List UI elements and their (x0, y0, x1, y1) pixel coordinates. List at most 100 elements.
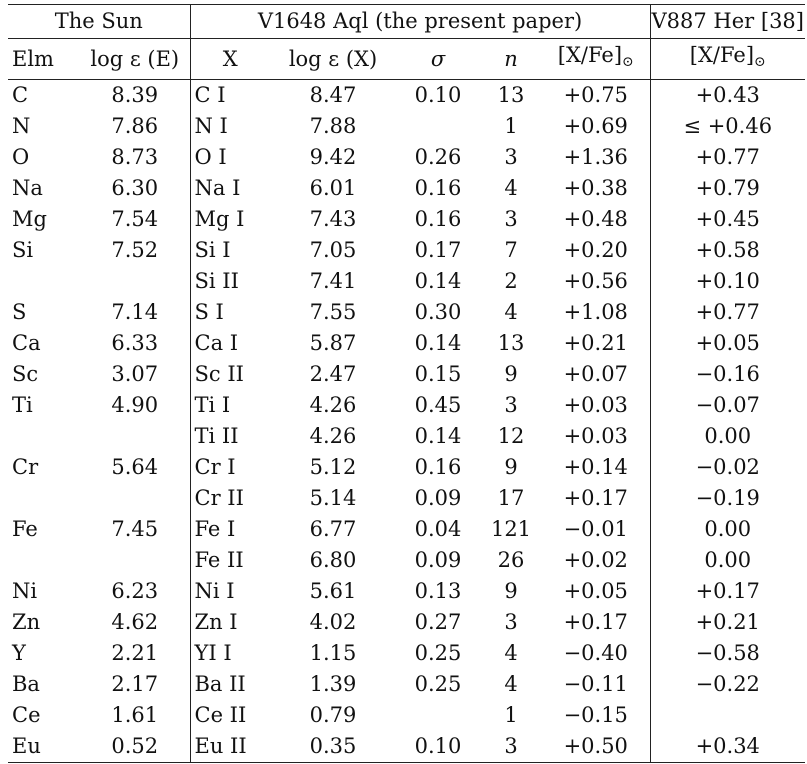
cell-xfe: −0.01 (542, 514, 651, 545)
cell-xfe: +0.07 (542, 359, 651, 390)
cell-xfe-her: 0.00 (704, 424, 752, 448)
col-header-log-e: log ε (E) (80, 38, 191, 80)
cell-species: Sc II (194, 362, 244, 386)
cell-log-e: 8.39 (80, 79, 191, 111)
cell-xfe-her: 0.00 (704, 548, 752, 572)
cell-species: Ni I (194, 579, 235, 603)
cell-sigma: 0.16 (414, 176, 462, 200)
cell-species: Ti II (194, 424, 239, 448)
cell-xfe: +0.02 (542, 545, 651, 576)
table-row: Cr 5.64 Cr I 5.12 0.16 9 +0.14 −0.02 (8, 452, 805, 483)
cell-xfe: +0.20 (542, 235, 651, 266)
cell-n: 26 (497, 548, 525, 572)
cell-elm: Eu (8, 731, 80, 763)
cell-n: 4 (504, 176, 518, 200)
cell-sigma: 0.14 (414, 269, 462, 293)
cell-xfe-her: +0.17 (695, 579, 760, 603)
cell-xfe-her: +0.21 (695, 610, 760, 634)
cell-log-e: 7.52 (80, 235, 191, 266)
cell-n: 121 (490, 517, 532, 541)
cell-xfe-her (650, 700, 805, 731)
cell-sigma: 0.14 (414, 331, 462, 355)
table-row: N 7.86 N I 7.88 1 +0.69 ≤ +0.46 (8, 111, 805, 142)
cell-xfe-her: −0.02 (695, 455, 760, 479)
abundance-table-container: The Sun V1648 Aql (the present paper) V8… (8, 4, 805, 763)
cell-log-e: 7.86 (80, 111, 191, 142)
cell-log-x: 7.41 (309, 269, 357, 293)
cell-xfe: +0.75 (542, 79, 651, 111)
table-row: O 8.73 O I 9.42 0.26 3 +1.36 +0.77 (8, 142, 805, 173)
cell-xfe-her: +0.77 (695, 145, 760, 169)
cell-log-x: 5.14 (309, 486, 357, 510)
cell-species: Si I (194, 238, 231, 262)
cell-n: 3 (504, 207, 518, 231)
cell-species: Fe I (194, 517, 236, 541)
cell-log-x: 4.02 (309, 610, 357, 634)
cell-xfe-her: −0.16 (695, 362, 760, 386)
cell-xfe: +0.17 (542, 483, 651, 514)
cell-species: Cr II (194, 486, 244, 510)
cell-xfe-her: −0.19 (695, 486, 760, 510)
cell-elm: Sc (12, 362, 39, 386)
table-row: Ce 1.61 Ce II 0.79 1 −0.15 (8, 700, 805, 731)
cell-species: Ce II (194, 703, 247, 727)
cell-species: Zn I (194, 610, 238, 634)
cell-elm: Ti (12, 393, 33, 417)
table-row: Sc 3.07 Sc II 2.47 0.15 9 +0.07 −0.16 (8, 359, 805, 390)
cell-xfe-her: +0.58 (695, 238, 760, 262)
col-header-xfe: [X/Fe]⊙ (542, 38, 651, 80)
cell-log-x: 9.42 (309, 145, 357, 169)
cell-log-x: 2.47 (309, 362, 357, 386)
cell-log-x: 5.12 (309, 455, 357, 479)
cell-xfe-her: −0.07 (695, 393, 760, 417)
cell-xfe: +0.50 (542, 731, 651, 763)
cell-elm: Cr (12, 455, 39, 479)
cell-xfe-her: −0.58 (695, 641, 760, 665)
cell-elm (8, 483, 80, 514)
cell-species: YI I (194, 641, 232, 665)
table-row: C 8.39 C I 8.47 0.10 13 +0.75 +0.43 (8, 79, 805, 111)
cell-log-e: 6.23 (80, 576, 191, 607)
cell-elm (8, 545, 80, 576)
cell-log-x: 1.15 (309, 641, 357, 665)
solar-subscript-her: ⊙ (754, 54, 766, 70)
cell-n: 9 (504, 362, 518, 386)
cell-sigma: 0.04 (414, 517, 462, 541)
col-header-xfe-text: [X/Fe] (557, 43, 623, 67)
col-header-n: n (480, 38, 542, 80)
cell-elm: Ca (12, 331, 41, 355)
table-row: Ti 4.90 Ti I 4.26 0.45 3 +0.03 −0.07 (8, 390, 805, 421)
cell-log-e (80, 483, 191, 514)
cell-xfe: −0.15 (542, 700, 651, 731)
cell-n: 3 (504, 393, 518, 417)
cell-n: 9 (504, 455, 518, 479)
cell-xfe: +0.05 (542, 576, 651, 607)
cell-log-e: 0.52 (80, 731, 191, 763)
cell-xfe: +0.56 (542, 266, 651, 297)
cell-n: 4 (504, 672, 518, 696)
cell-xfe: +0.48 (542, 204, 651, 235)
cell-n: 7 (504, 238, 518, 262)
cell-xfe: +1.08 (542, 297, 651, 328)
cell-log-e: 2.21 (80, 638, 191, 669)
cell-n: 12 (497, 424, 525, 448)
cell-species: Mg I (194, 207, 245, 231)
cell-log-x: 4.26 (309, 393, 357, 417)
cell-xfe: −0.40 (542, 638, 651, 669)
group-header-sun: The Sun (8, 4, 191, 39)
cell-log-x: 7.43 (309, 207, 357, 231)
cell-sigma: 0.13 (414, 579, 462, 603)
cell-log-e: 8.73 (80, 142, 191, 173)
cell-log-e (80, 545, 191, 576)
group-header-her: V887 Her [38] (650, 4, 805, 39)
cell-n: 9 (504, 579, 518, 603)
cell-sigma (396, 111, 480, 142)
group-header-present: V1648 Aql (the present paper) (190, 4, 651, 39)
cell-log-x: 0.35 (270, 731, 396, 763)
cell-log-e: 4.90 (80, 390, 191, 421)
table-row: Y 2.21 YI I 1.15 0.25 4 −0.40 −0.58 (8, 638, 805, 669)
col-header-elm: Elm (8, 38, 80, 80)
cell-sigma: 0.10 (396, 731, 480, 763)
col-header-xfe-her-text: [X/Fe] (689, 43, 755, 67)
cell-species: Eu II (190, 731, 270, 763)
